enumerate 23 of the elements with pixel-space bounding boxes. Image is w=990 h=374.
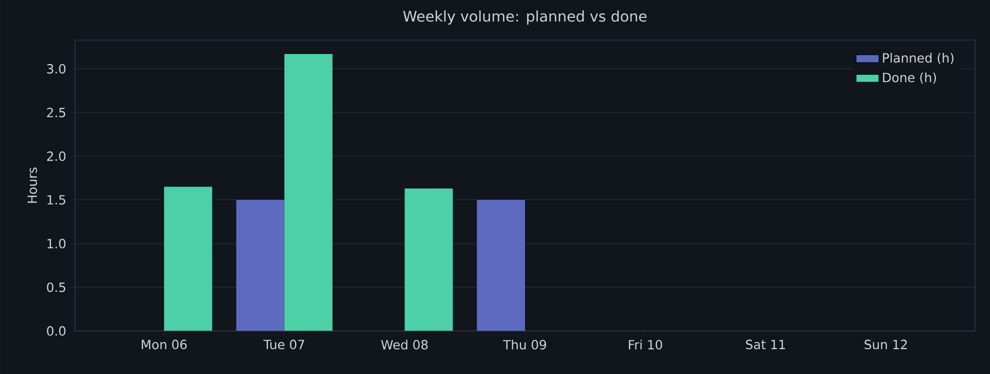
x-tick-label: Wed 08 [381,340,428,350]
bar [236,200,284,331]
x-tick-label: Sat 11 [746,340,785,350]
bar [164,186,212,331]
y-tick-label: 2.0 [47,151,66,162]
legend-label: Done (h) [883,72,936,84]
x-tick-label: Sun 12 [864,340,907,350]
bar [404,188,453,331]
y-tick-label: 0.5 [46,282,66,292]
legend-label: Planned (h) [883,52,954,64]
x-tick-label: Mon 06 [142,340,187,350]
y-tick-label: 1.5 [48,195,66,205]
chart-title: Weekly volume: planned vs done [403,10,647,25]
x-tick-label: Fri 10 [628,340,662,350]
x-tick-label: Tue 07 [263,340,304,350]
y-tick-label: 1.0 [48,238,66,248]
y-tick-label: 2.5 [47,108,66,118]
y-tick-label: 3.0 [47,64,66,74]
x-tick-label: Thu 09 [502,340,546,350]
bar [476,200,525,331]
bar [284,54,332,331]
y-axis-title: Hours [28,168,38,203]
y-tick-label: 0.0 [46,326,66,336]
